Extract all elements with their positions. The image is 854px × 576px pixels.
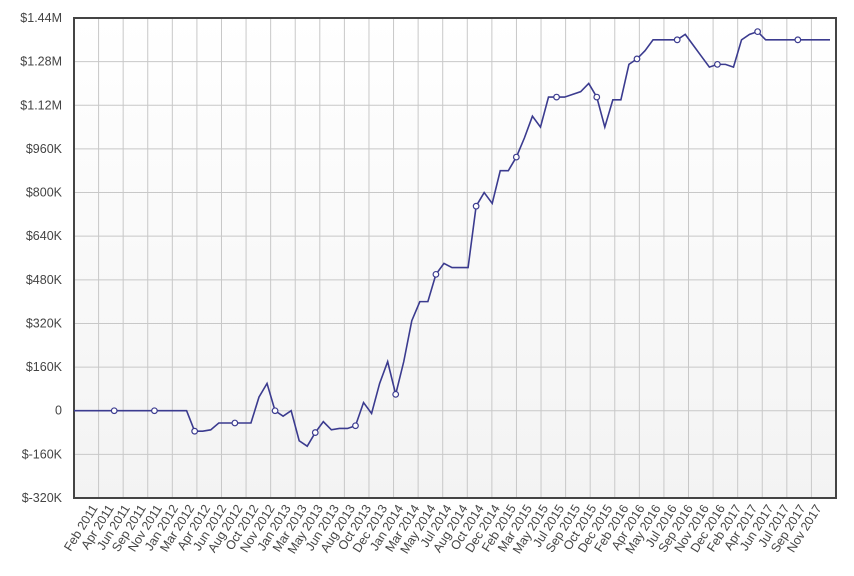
- y-tick-label: $-160K: [22, 447, 63, 461]
- point-marker: [714, 60, 721, 68]
- y-tick-label: $1.44M: [20, 11, 62, 25]
- point-marker: [432, 270, 440, 278]
- y-tick-label: 0: [55, 404, 62, 418]
- y-tick-label: $-320K: [22, 491, 63, 505]
- y-tick-label: $1.28M: [20, 55, 62, 69]
- point-marker: [553, 93, 560, 101]
- point-marker: [110, 407, 118, 415]
- y-tick-label: $960K: [26, 142, 63, 156]
- point-marker: [352, 422, 359, 430]
- point-marker: [512, 153, 520, 161]
- point-marker: [593, 93, 601, 101]
- point-marker: [794, 36, 802, 44]
- point-marker: [271, 407, 279, 415]
- point-marker: [231, 419, 239, 427]
- y-tick-label: $640K: [26, 229, 63, 243]
- plot-border: [73, 17, 837, 499]
- y-tick-label: $800K: [26, 186, 63, 200]
- point-marker: [392, 390, 400, 398]
- point-marker: [151, 407, 158, 415]
- y-tick-label: $1.12M: [20, 98, 62, 112]
- point-marker: [633, 55, 641, 63]
- point-marker: [191, 427, 199, 435]
- point-marker: [754, 28, 762, 36]
- plot-area: [74, 18, 836, 498]
- point-marker: [472, 202, 480, 210]
- y-tick-label: $480K: [26, 273, 63, 287]
- point-marker: [311, 429, 319, 436]
- line: [74, 30, 830, 448]
- y-tick-label: $160K: [26, 360, 63, 374]
- y-tick-label: $320K: [26, 316, 63, 330]
- point-marker: [673, 36, 681, 44]
